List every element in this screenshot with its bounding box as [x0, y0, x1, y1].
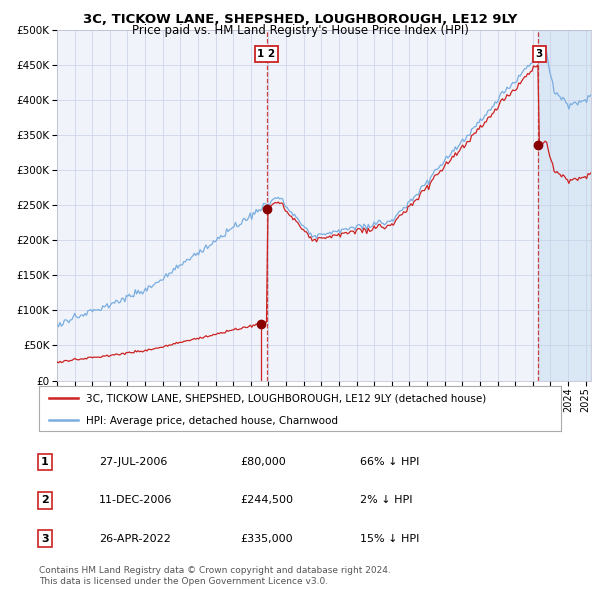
Text: 3C, TICKOW LANE, SHEPSHED, LOUGHBOROUGH, LE12 9LY: 3C, TICKOW LANE, SHEPSHED, LOUGHBOROUGH,…	[83, 13, 517, 26]
Text: £244,500: £244,500	[240, 496, 293, 505]
Text: £335,000: £335,000	[240, 534, 293, 543]
Text: HPI: Average price, detached house, Charnwood: HPI: Average price, detached house, Char…	[86, 415, 338, 425]
Text: 1: 1	[41, 457, 49, 467]
Text: 15% ↓ HPI: 15% ↓ HPI	[360, 534, 419, 543]
Bar	[538, 30, 591, 381]
Text: 3: 3	[536, 49, 543, 59]
Text: 2: 2	[41, 496, 49, 505]
Text: £80,000: £80,000	[240, 457, 286, 467]
Text: 11-DEC-2006: 11-DEC-2006	[99, 496, 172, 505]
Text: 66% ↓ HPI: 66% ↓ HPI	[360, 457, 419, 467]
Text: Contains HM Land Registry data © Crown copyright and database right 2024.: Contains HM Land Registry data © Crown c…	[39, 566, 391, 575]
Text: 2% ↓ HPI: 2% ↓ HPI	[360, 496, 413, 505]
Text: 3: 3	[41, 534, 49, 543]
Text: 1 2: 1 2	[257, 49, 275, 59]
Text: 27-JUL-2006: 27-JUL-2006	[99, 457, 167, 467]
Text: 3C, TICKOW LANE, SHEPSHED, LOUGHBOROUGH, LE12 9LY (detached house): 3C, TICKOW LANE, SHEPSHED, LOUGHBOROUGH,…	[86, 394, 486, 404]
Text: 26-APR-2022: 26-APR-2022	[99, 534, 171, 543]
Text: This data is licensed under the Open Government Licence v3.0.: This data is licensed under the Open Gov…	[39, 577, 328, 586]
Text: Price paid vs. HM Land Registry's House Price Index (HPI): Price paid vs. HM Land Registry's House …	[131, 24, 469, 37]
